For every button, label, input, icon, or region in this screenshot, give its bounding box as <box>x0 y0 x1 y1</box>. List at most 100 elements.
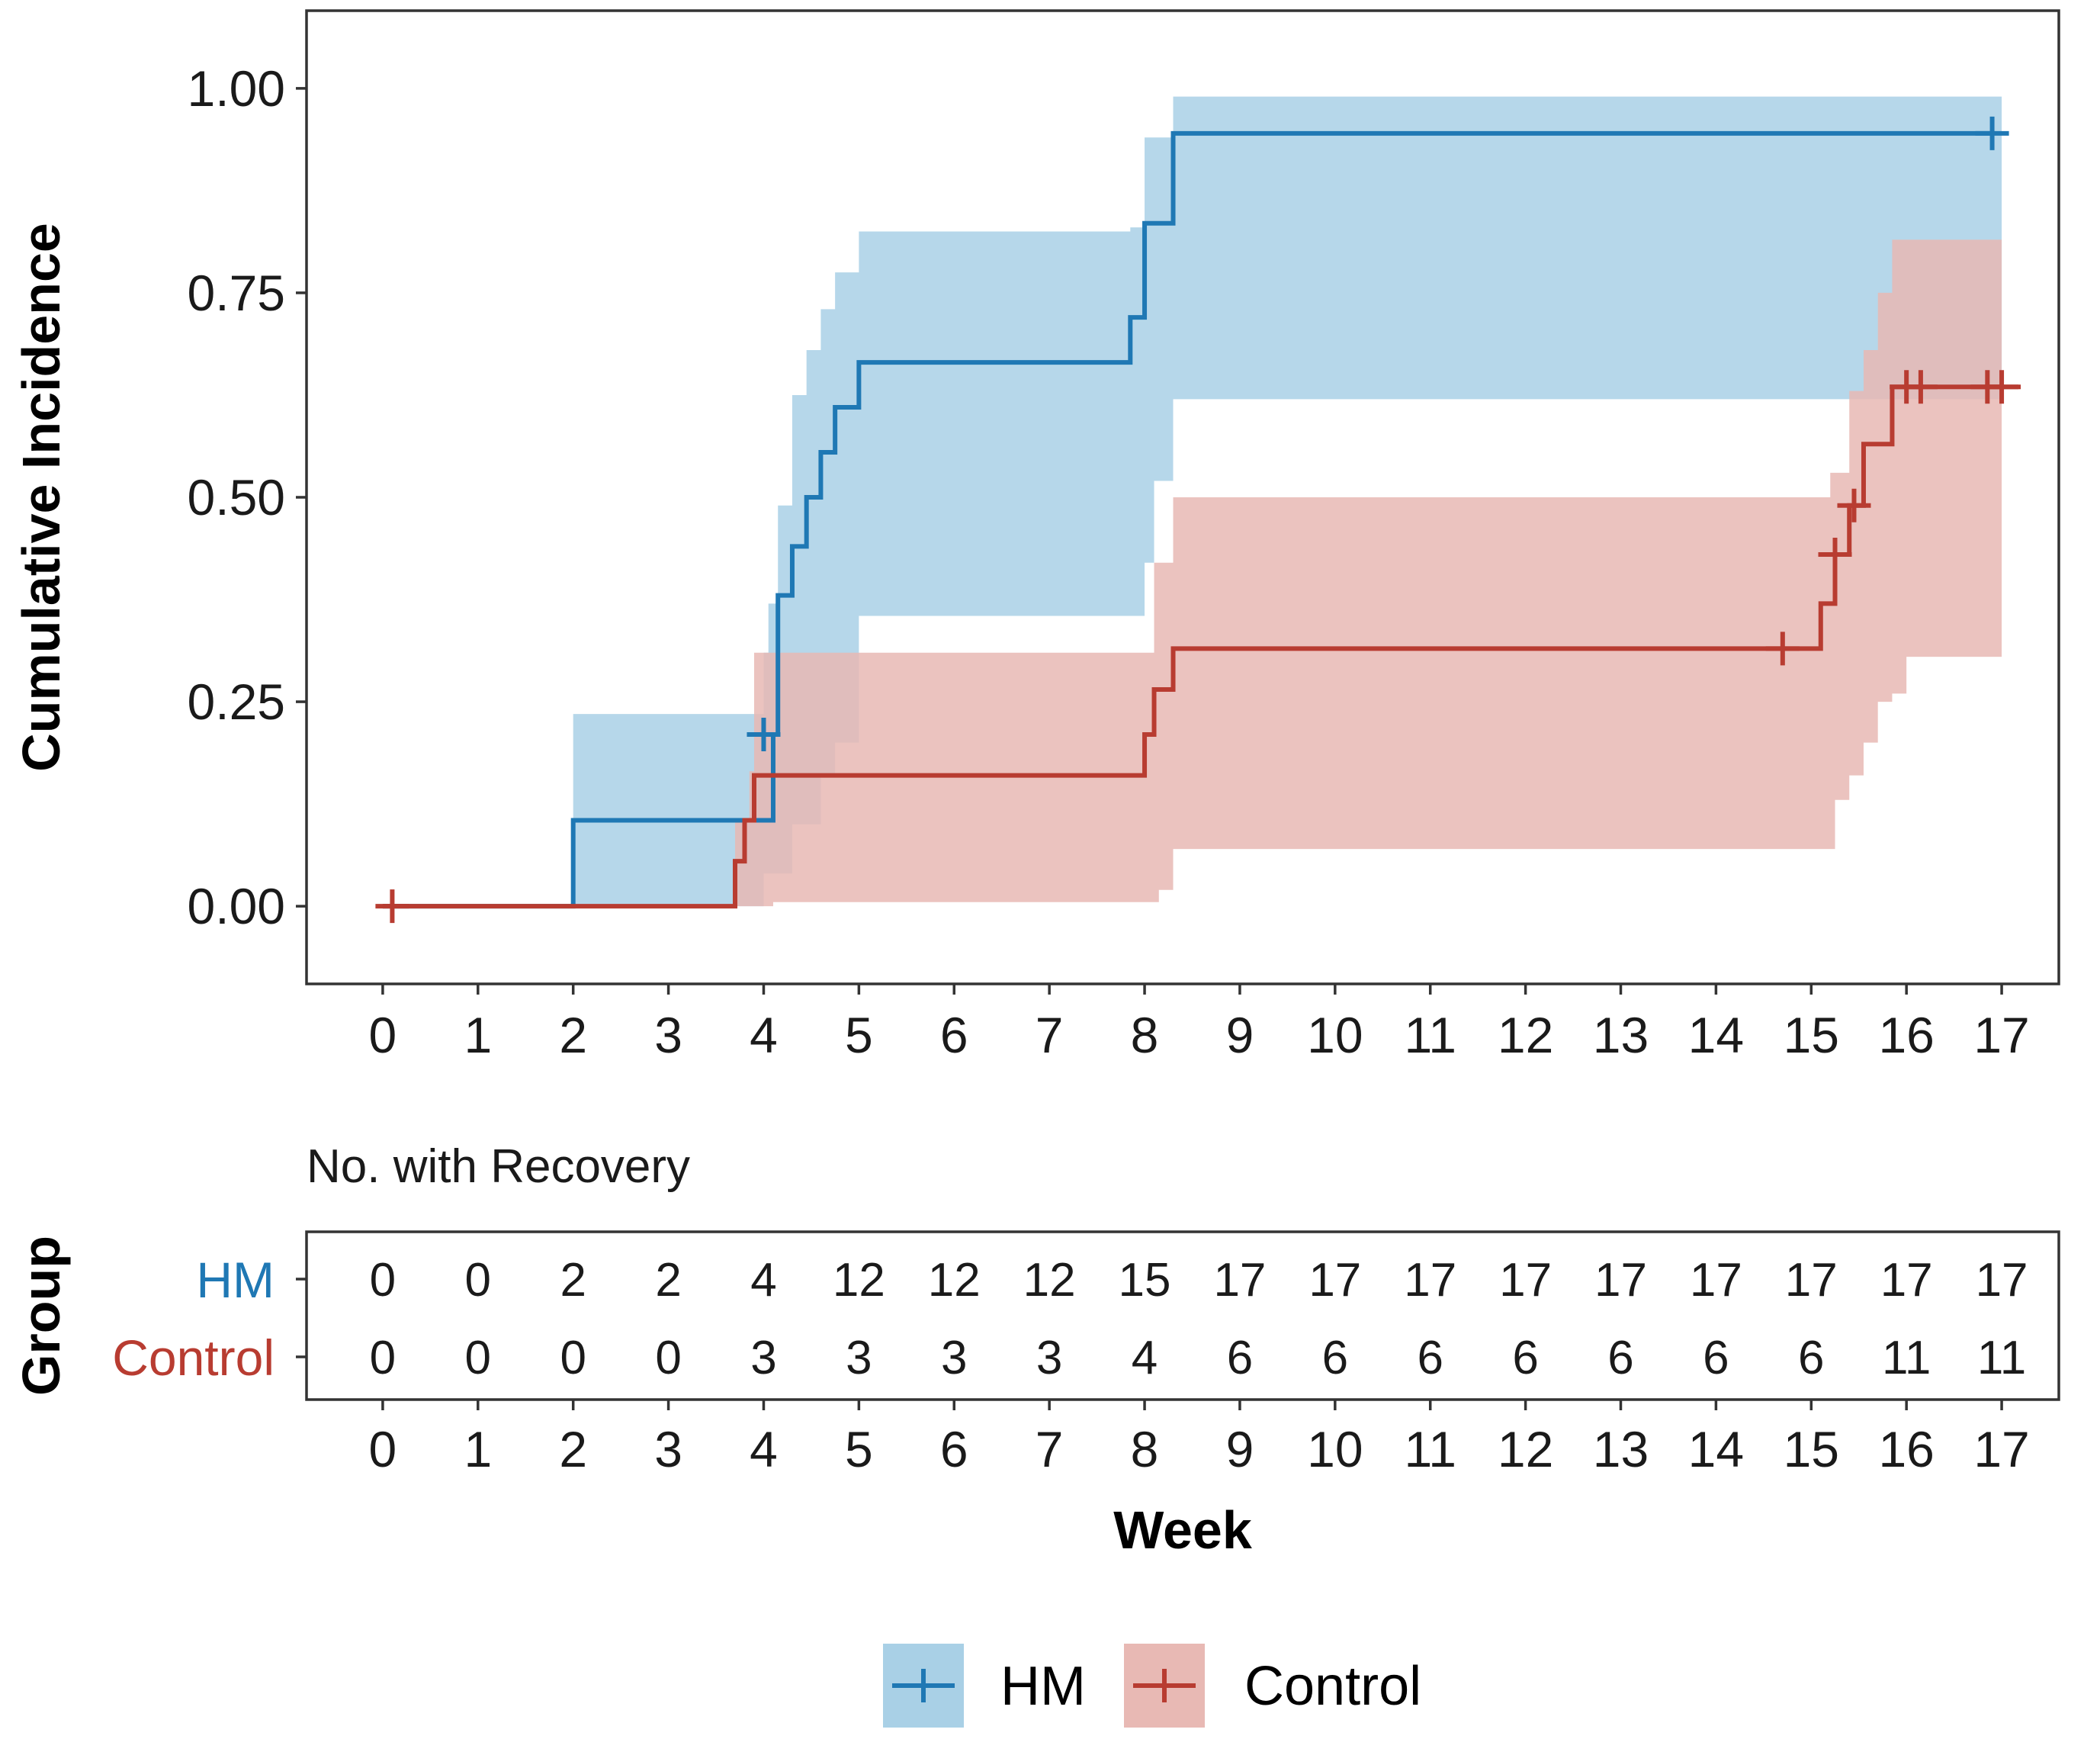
risk-cell: 17 <box>1594 1254 1647 1307</box>
risk-cell: 17 <box>1213 1254 1266 1307</box>
risk-cell: 0 <box>465 1332 491 1384</box>
x-tick-label: 8 <box>1131 1007 1159 1063</box>
y-tick-label: 0.25 <box>188 673 285 730</box>
x-tick-label: 6 <box>940 1007 968 1063</box>
x-tick-label: 16 <box>1878 1007 1934 1063</box>
risk-cell: 11 <box>1977 1332 2026 1384</box>
x-tick-label: 17 <box>1973 1007 2029 1063</box>
x-tick-label: 13 <box>1593 1007 1649 1063</box>
table-x-tick-label: 8 <box>1131 1421 1159 1477</box>
censor-mark-hm-1 <box>1975 116 2009 150</box>
censor-mark-hm-0 <box>747 717 781 751</box>
censor-mark-control-5 <box>1903 370 1938 404</box>
risk-cell: 6 <box>1798 1332 1824 1384</box>
ci-band-control <box>382 239 2002 907</box>
table-x-tick-label: 3 <box>654 1421 682 1477</box>
risk-cell: 4 <box>1132 1332 1158 1384</box>
table-x-tick-label: 5 <box>845 1421 873 1477</box>
legend-label-hm: HM <box>1000 1656 1086 1717</box>
table-x-tick-label: 12 <box>1498 1421 1553 1477</box>
table-x-tick-label: 11 <box>1404 1421 1456 1477</box>
table-x-tick-label: 15 <box>1784 1421 1839 1477</box>
x-tick-label: 2 <box>559 1007 587 1063</box>
table-x-tick-label: 1 <box>464 1421 492 1477</box>
x-tick-label: 0 <box>369 1007 397 1063</box>
x-tick-label: 1 <box>464 1007 492 1063</box>
risk-cell: 12 <box>833 1254 885 1307</box>
censor-mark-control-1 <box>1765 632 1800 666</box>
table-x-tick-label: 2 <box>559 1421 587 1477</box>
risk-cell: 3 <box>941 1332 967 1384</box>
y-tick-label: 0.50 <box>188 469 285 526</box>
risk-cell: 12 <box>1023 1254 1076 1307</box>
risk-cell: 12 <box>928 1254 981 1307</box>
risk-cell: 3 <box>1036 1332 1062 1384</box>
risk-cell: 0 <box>655 1332 681 1384</box>
risk-cell: 17 <box>1976 1254 2028 1307</box>
risk-cell: 6 <box>1607 1332 1633 1384</box>
risk-table-title: No. with Recovery <box>307 1140 690 1193</box>
group-axis-title: Group <box>11 1236 71 1396</box>
risk-cell: 3 <box>750 1332 776 1384</box>
x-tick-label: 4 <box>750 1007 778 1063</box>
table-x-tick-label: 6 <box>940 1421 968 1477</box>
risk-cell: 0 <box>370 1332 396 1384</box>
risk-cell: 17 <box>1308 1254 1361 1307</box>
censor-mark-control-2 <box>1818 538 1852 572</box>
table-x-tick-label: 4 <box>750 1421 778 1477</box>
y-tick-label: 1.00 <box>188 60 285 117</box>
risk-cell: 11 <box>1882 1332 1931 1384</box>
x-tick-label: 11 <box>1404 1007 1456 1063</box>
risk-cell: 15 <box>1119 1254 1171 1307</box>
x-tick-label: 10 <box>1307 1007 1363 1063</box>
x-tick-label: 15 <box>1784 1007 1839 1063</box>
main-plot: 0.000.250.500.751.000 1 2 3 4 5 6 7 8 9 10 11 12 13 14… <box>11 9 2060 1063</box>
legend: HM Control <box>883 1644 1421 1728</box>
table-x-tick-label: 13 <box>1593 1421 1649 1477</box>
table-x-tick-label: 17 <box>1973 1421 2029 1477</box>
censor-mark-control-3 <box>1837 488 1871 522</box>
risk-cell: 6 <box>1417 1332 1443 1384</box>
risk-cell: 2 <box>655 1254 681 1307</box>
risk-cell: 0 <box>465 1254 491 1307</box>
risk-cell: 17 <box>1404 1254 1456 1307</box>
risk-cell: 6 <box>1227 1332 1253 1384</box>
legend-label-control: Control <box>1244 1656 1421 1717</box>
y-tick-label: 0.00 <box>188 878 285 934</box>
y-axis-title: Cumulative Incidence <box>11 223 71 772</box>
table-x-tick-label: 7 <box>1036 1421 1064 1477</box>
risk-cell: 0 <box>560 1332 586 1384</box>
x-tick-label: 9 <box>1226 1007 1254 1063</box>
table-x-tick-label: 16 <box>1878 1421 1934 1477</box>
risk-row-label-control: Control <box>112 1329 275 1386</box>
table-x-tick-label: 14 <box>1688 1421 1744 1477</box>
table-x-tick-label: 9 <box>1226 1421 1254 1477</box>
risk-cell: 4 <box>750 1254 776 1307</box>
risk-cell: 2 <box>560 1254 586 1307</box>
step-line-hm <box>382 130 1992 909</box>
table-x-tick-label: 0 <box>369 1421 397 1477</box>
risk-cell: 3 <box>846 1332 872 1384</box>
risk-cell: 6 <box>1512 1332 1538 1384</box>
risk-cell: 17 <box>1690 1254 1742 1307</box>
x-tick-label: 12 <box>1498 1007 1553 1063</box>
risk-cell: 6 <box>1703 1332 1729 1384</box>
risk-cell: 0 <box>370 1254 396 1307</box>
risk-table-border <box>305 1230 2060 1401</box>
x-axis-title: Week <box>1113 1500 1252 1560</box>
risk-cell: 17 <box>1499 1254 1552 1307</box>
y-tick-label: 0.75 <box>188 265 285 321</box>
risk-cell: 17 <box>1880 1254 1933 1307</box>
risk-cell: 17 <box>1785 1254 1838 1307</box>
risk-row-label-hm: HM <box>196 1252 275 1308</box>
x-tick-label: 14 <box>1688 1007 1744 1063</box>
x-tick-label: 3 <box>654 1007 682 1063</box>
censor-mark-control-7 <box>1985 370 2019 404</box>
x-tick-label: 7 <box>1036 1007 1064 1063</box>
risk-cell: 6 <box>1322 1332 1348 1384</box>
step-line-control <box>382 384 2021 909</box>
censor-mark-control-0 <box>375 889 409 924</box>
x-tick-label: 5 <box>845 1007 873 1063</box>
